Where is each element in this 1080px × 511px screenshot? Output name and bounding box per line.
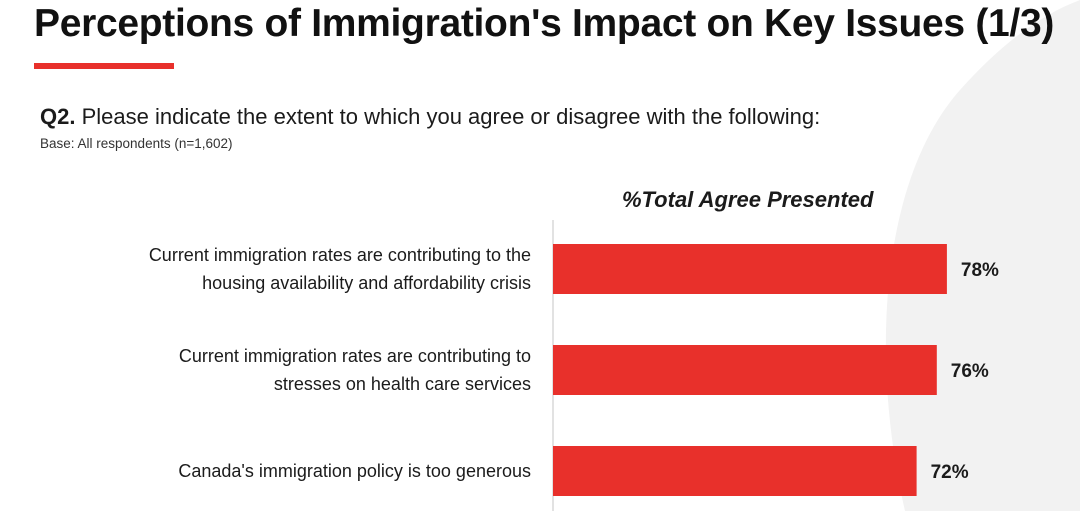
title-accent-bar <box>34 63 174 69</box>
value-label-3: 72% <box>931 462 969 483</box>
question-text: Please indicate the extent to which you … <box>81 104 821 129</box>
question-line: Q2. Please indicate the extent to which … <box>40 104 820 130</box>
bar-1 <box>553 244 947 294</box>
page-title: Perceptions of Immigration's Impact on K… <box>34 2 1055 45</box>
base-note: Base: All respondents (n=1,602) <box>40 136 233 151</box>
category-label-2-line-2: stresses on health care services <box>274 374 531 394</box>
question-number: Q2. <box>40 104 76 129</box>
chart-title: %Total Agree Presented <box>622 187 874 212</box>
value-label-2: 76% <box>951 361 989 382</box>
value-label-1: 78% <box>961 260 999 281</box>
bar-3 <box>553 446 917 496</box>
bar-2 <box>553 345 937 395</box>
category-label-3-line-1: Canada's immigration policy is too gener… <box>178 461 531 481</box>
category-label-1-line-1: Current immigration rates are contributi… <box>149 245 531 265</box>
category-label-1-line-2: housing availability and affordability c… <box>202 273 531 293</box>
category-label-2-line-1: Current immigration rates are contributi… <box>179 346 531 366</box>
